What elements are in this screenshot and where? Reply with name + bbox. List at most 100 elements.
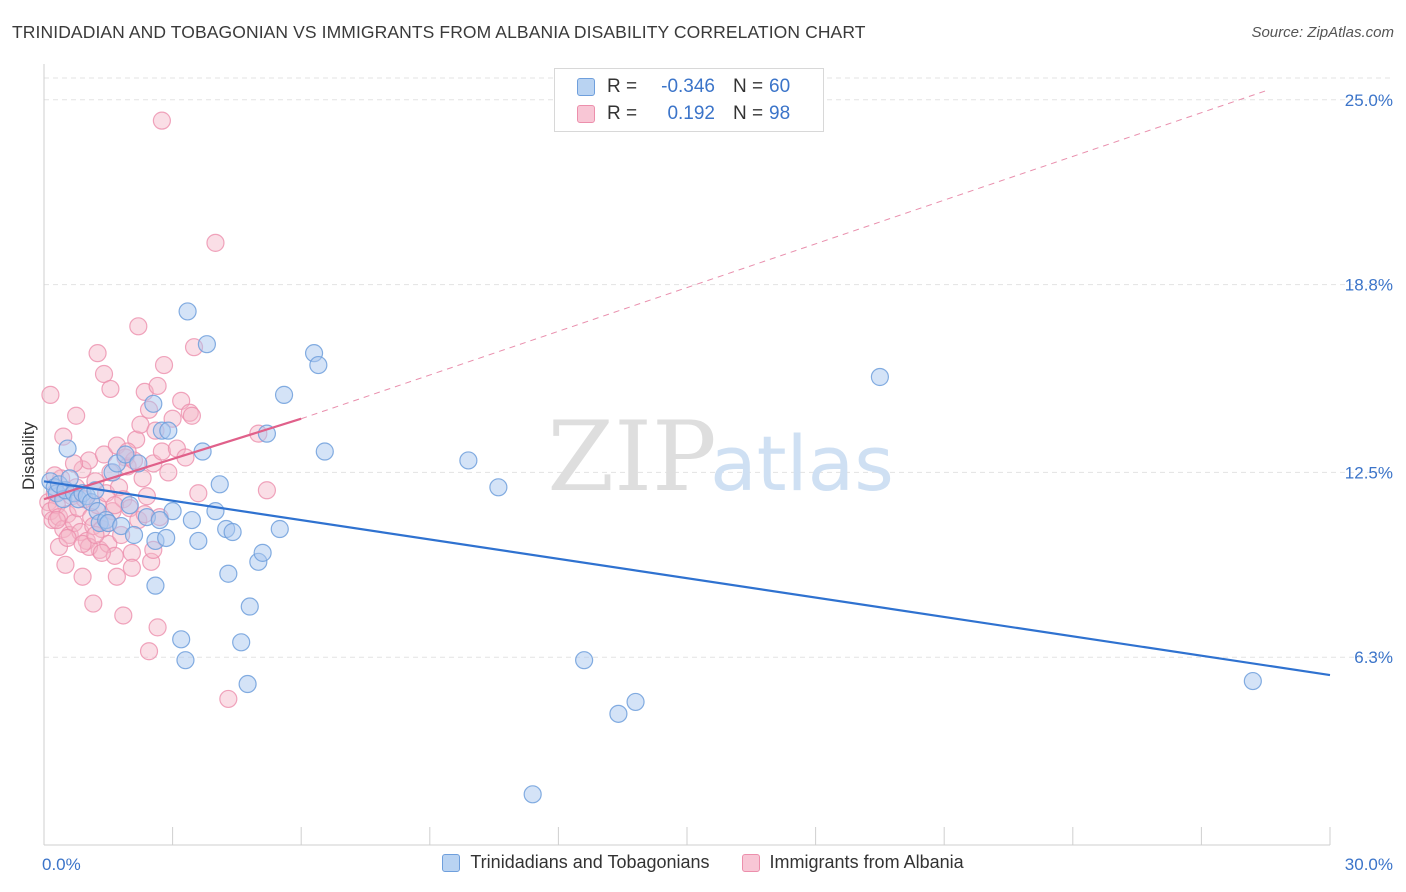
- trinidad-point: [124, 525, 144, 545]
- trend-lines: [43, 90, 1331, 677]
- albania-point: [189, 484, 208, 503]
- albania-point: [60, 525, 79, 545]
- albania-point: [107, 567, 126, 586]
- chart-title: TRINIDADIAN AND TOBAGONIAN VS IMMIGRANTS…: [12, 22, 866, 42]
- legend-r-value: 0.192: [667, 103, 715, 124]
- legend-r-label: R =: [607, 76, 638, 97]
- trinidad-point: [238, 674, 257, 694]
- legend-label-trinidad: Trinidadians and Tobagonians: [470, 852, 710, 872]
- watermark: ZIP atlas: [547, 401, 893, 513]
- trinidad-point: [232, 633, 251, 652]
- trinidad-point: [609, 704, 628, 723]
- trinidad-point: [157, 528, 176, 548]
- legend-item-trinidad[interactable]: Trinidadians and Tobagonians: [442, 852, 710, 873]
- albania-point: [159, 463, 178, 482]
- albania-point: [206, 233, 225, 252]
- legend-item-albania[interactable]: Immigrants from Albania: [741, 852, 964, 873]
- albania-point: [154, 355, 174, 375]
- albania-point: [129, 317, 148, 336]
- trinidad-point: [182, 510, 201, 530]
- legend-label-albania: Immigrants from Albania: [769, 852, 964, 872]
- trinidad-point: [253, 543, 272, 562]
- albania-point: [122, 543, 141, 562]
- albania-point: [88, 344, 107, 363]
- trinidad-trend-line: [43, 480, 1331, 677]
- trinidad-point: [150, 510, 169, 530]
- albania-point: [73, 567, 92, 586]
- trinidad-point: [58, 439, 77, 458]
- albania-point: [67, 406, 86, 425]
- trinidad-point: [116, 445, 135, 464]
- trinidad-point: [870, 367, 890, 387]
- trinidad-point: [210, 475, 229, 494]
- trinidad-point: [459, 451, 478, 470]
- albania-point: [180, 403, 199, 422]
- trinidad-point: [112, 516, 131, 536]
- albania-point: [47, 510, 66, 530]
- legend-row-trinidad: R = -0.346 N = 60: [577, 74, 790, 100]
- legend-swatch-blue: [442, 853, 461, 872]
- trinidad-point: [120, 496, 139, 515]
- y-tick-label: 12.5%: [1345, 463, 1393, 482]
- legend-n-value: 98: [769, 103, 791, 124]
- legend-n-label: N =: [733, 76, 764, 97]
- albania-point: [101, 379, 120, 399]
- trinidad-point: [489, 478, 508, 497]
- series-trinidad-points: [41, 302, 1262, 804]
- albania-trend-extension: [301, 90, 1266, 420]
- legend-swatch-pink: [741, 853, 760, 872]
- watermark-atlas: atlas: [710, 419, 894, 508]
- trinidad-point: [219, 564, 238, 583]
- albania-point: [133, 469, 152, 488]
- albania-point: [139, 642, 159, 661]
- trinidad-point: [178, 302, 197, 321]
- trinidad-point: [274, 385, 294, 404]
- source-label: Source: ZipAtlas.com: [1251, 24, 1394, 41]
- trinidad-point: [1243, 671, 1262, 691]
- trinidad-point: [189, 531, 208, 551]
- watermark-zip: ZIP: [547, 401, 716, 513]
- x-tick-label: 30.0%: [1345, 855, 1393, 874]
- trinidad-point: [309, 355, 328, 375]
- trinidad-point: [240, 597, 259, 616]
- y-tick-label: 6.3%: [1354, 648, 1393, 667]
- correlation-legend: R = -0.346 N = 60 R = 0.192 N = 98: [554, 68, 824, 132]
- trinidad-point: [159, 421, 178, 440]
- legend-swatch-pink: [577, 105, 595, 123]
- albania-point: [257, 481, 277, 500]
- trinidad-point: [176, 651, 195, 670]
- albania-point: [41, 385, 60, 404]
- albania-point: [152, 442, 171, 461]
- trinidad-point: [223, 522, 242, 542]
- albania-point: [148, 376, 167, 396]
- legend-swatch-blue: [577, 78, 595, 96]
- albania-point: [94, 445, 114, 464]
- trinidad-point: [146, 576, 165, 595]
- trinidad-point: [270, 519, 289, 539]
- albania-point: [73, 534, 92, 554]
- albania-point: [56, 555, 75, 574]
- albania-point: [219, 689, 238, 709]
- albania-point: [182, 406, 201, 425]
- trinidad-point: [144, 394, 163, 413]
- axes: [43, 64, 1331, 846]
- y-tick-label: 18.8%: [1345, 276, 1393, 295]
- trinidad-point: [197, 335, 216, 354]
- legend-n-label: N =: [733, 103, 764, 124]
- trinidad-point: [257, 424, 277, 443]
- x-tick-label: 0.0%: [42, 855, 81, 874]
- albania-point: [122, 558, 141, 577]
- legend-row-albania: R = 0.192 N = 98: [577, 101, 790, 127]
- trinidad-point: [626, 692, 645, 712]
- trinidad-point: [172, 630, 191, 649]
- grid-lines: [44, 77, 1394, 658]
- legend-r-label: R =: [607, 103, 638, 124]
- albania-point: [148, 618, 167, 637]
- albania-trend-line: [43, 417, 302, 501]
- y-tick-label: 25.0%: [1345, 91, 1393, 110]
- trinidad-point: [163, 502, 182, 521]
- y-axis-label: Disability: [19, 421, 38, 490]
- trinidad-point: [315, 442, 334, 461]
- trinidad-point: [575, 651, 594, 670]
